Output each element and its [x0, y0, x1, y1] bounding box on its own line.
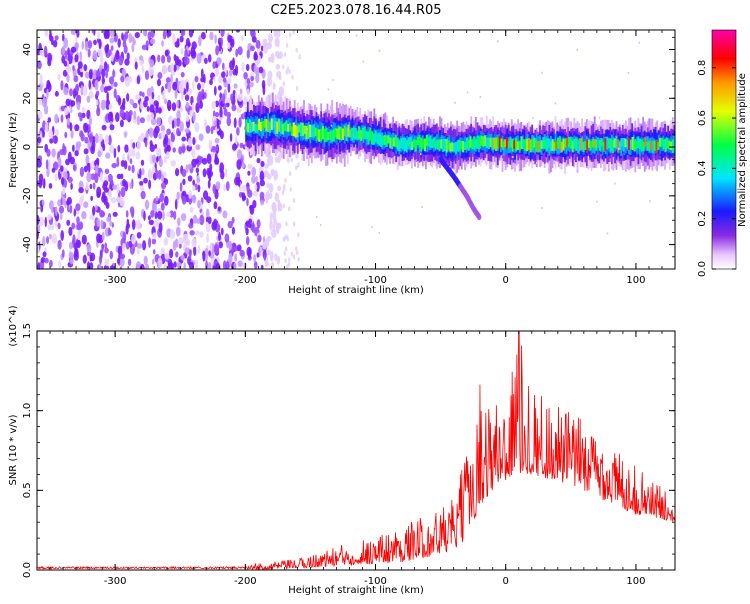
spectrogram-y-tick-label: 20 — [22, 92, 33, 105]
colorbar-tick-label: 0.8 — [697, 60, 708, 76]
snr-series-line — [37, 331, 675, 570]
snr-y-tick-label: 0.0 — [22, 562, 33, 578]
heatmap-noise-region — [37, 30, 301, 269]
spectrogram-y-tick-label: 40 — [22, 43, 33, 56]
snr-y-axis-label: SNR (10 * v/v) — [8, 414, 19, 485]
spectrogram-y-axis-label: Frequency (Hz) — [8, 112, 19, 188]
spectrogram-x-tick-label: 100 — [626, 275, 645, 286]
snr-frame — [36, 330, 676, 571]
spectrogram-y-tick-label: -40 — [22, 236, 33, 252]
snr-x-axis-label: Height of straight line (km) — [288, 585, 424, 596]
heatmap-tail — [296, 34, 651, 269]
heatmap-ridge — [245, 92, 675, 175]
spectrogram-y-tick-label: 0 — [22, 144, 33, 150]
snr-x-tick-label: 100 — [626, 576, 645, 587]
snr-x-tick-label: -100 — [364, 576, 387, 587]
colorbar-label: Normalized spectral amplitude — [737, 73, 748, 227]
spectrogram-x-tick-label: -200 — [234, 275, 257, 286]
snr-x-tick-label: -200 — [234, 576, 257, 587]
spectrogram-frame — [36, 29, 676, 270]
snr-y-tick-label: 0.5 — [22, 482, 33, 498]
colorbar-tick-label: 0.4 — [697, 160, 708, 176]
snr-x-tick-label: -300 — [104, 576, 127, 587]
spectrogram-x-tick-label: -300 — [104, 275, 127, 286]
snr-x-tick-label: 0 — [503, 576, 509, 587]
snr-y-tick-label: 1.5 — [22, 323, 33, 339]
colorbar-gradient — [711, 29, 737, 270]
colorbar-tick-label: 0.6 — [697, 110, 708, 126]
spectrogram-x-axis-label: Height of straight line (km) — [288, 285, 424, 296]
spectrogram-x-tick-label: -100 — [364, 275, 387, 286]
snr-panel: -300 -200 -100 0 100 0.0 0.5 1.0 1.5 Height of s… — [8, 305, 676, 596]
snr-y-multiplier: (x10^4) — [8, 305, 19, 346]
spectrogram-x-tick-label: 0 — [503, 275, 509, 286]
colorbar-tick-label: 0.0 — [697, 261, 708, 277]
colorbar: 0.0 0.2 0.4 0.6 0.8 Normalized spectral ampl… — [697, 29, 748, 277]
snr-y-tick-label: 1.0 — [22, 403, 33, 419]
colorbar-tick-label: 0.2 — [697, 211, 708, 227]
spectrogram-y-tick-label: -20 — [22, 188, 33, 204]
figure-title: C2E5.2023.078.16.44.R05 — [270, 3, 441, 18]
